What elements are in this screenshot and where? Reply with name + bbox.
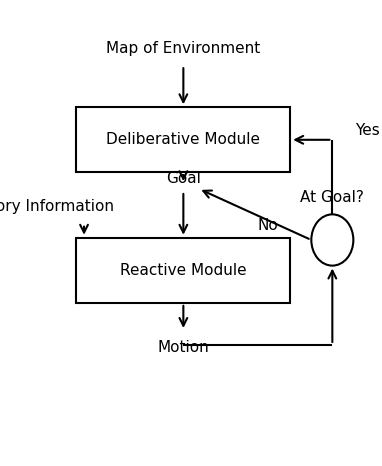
FancyBboxPatch shape <box>76 238 290 303</box>
Text: Yes: Yes <box>355 123 380 138</box>
Text: No: No <box>257 218 278 233</box>
FancyBboxPatch shape <box>76 107 290 172</box>
Text: Goal: Goal <box>166 171 201 186</box>
Text: Sensory Information: Sensory Information <box>0 199 114 214</box>
Text: Deliberative Module: Deliberative Module <box>106 132 261 147</box>
Text: Motion: Motion <box>157 340 209 355</box>
Text: Map of Environment: Map of Environment <box>106 41 261 56</box>
Text: Reactive Module: Reactive Module <box>120 263 247 278</box>
Text: At Goal?: At Goal? <box>300 190 364 205</box>
Circle shape <box>311 214 353 266</box>
